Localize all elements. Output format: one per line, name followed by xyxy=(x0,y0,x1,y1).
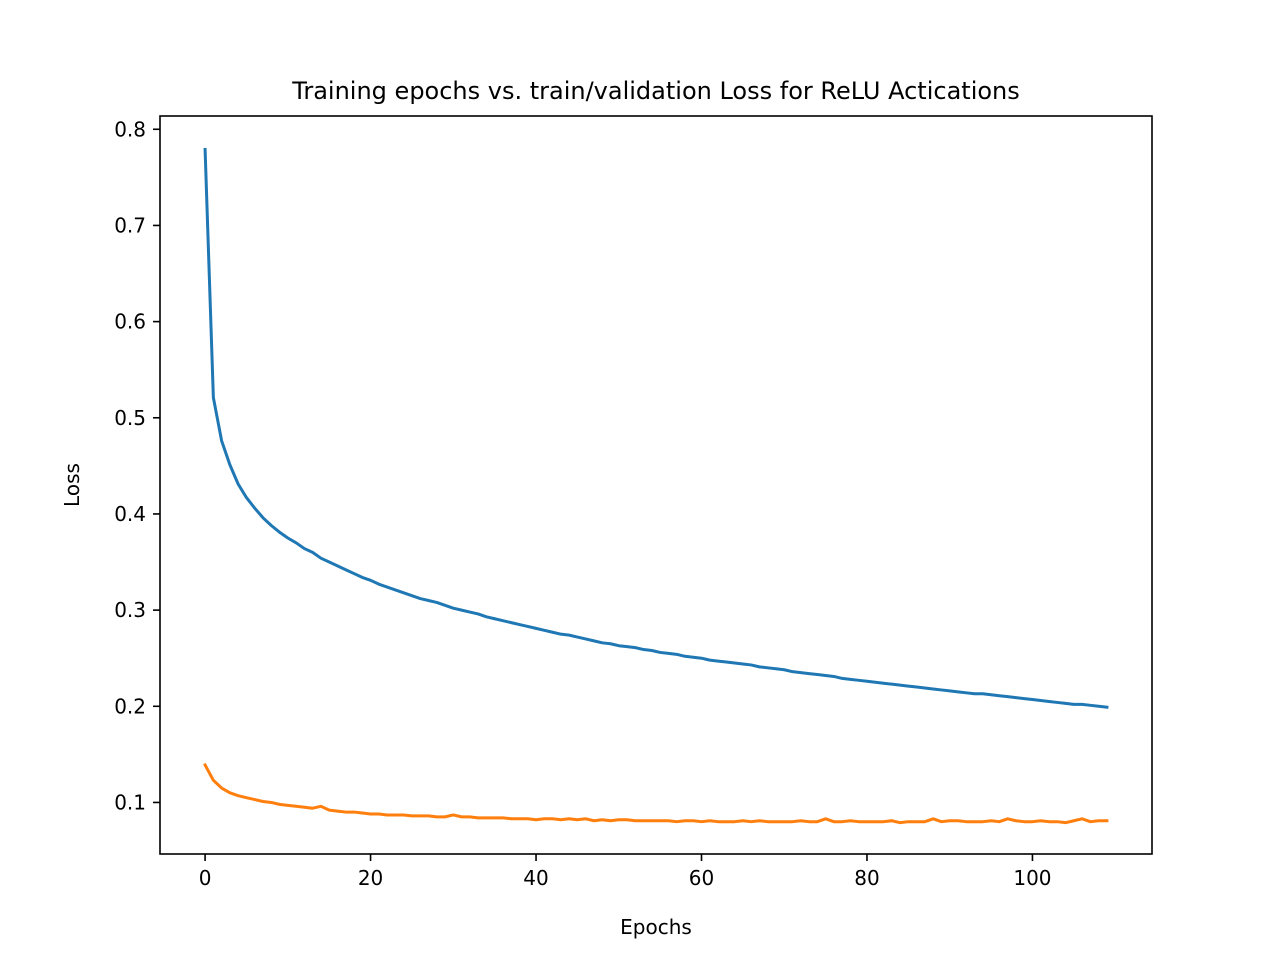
series-line-1 xyxy=(203,147,1109,709)
x-tick-label: 20 xyxy=(358,866,383,890)
x-tick-label: 40 xyxy=(523,866,548,890)
y-tick-label: 0.2 xyxy=(114,694,146,718)
chart-title: Training epochs vs. train/validation Los… xyxy=(291,77,1020,105)
x-tick-label: 80 xyxy=(854,866,879,890)
y-axis-label: Loss xyxy=(60,463,84,507)
x-tick-label: 100 xyxy=(1013,866,1051,890)
y-tick-label: 0.3 xyxy=(114,598,146,622)
y-tick-label: 0.5 xyxy=(114,406,146,430)
ticks-layer: 0 20 40 60 80 100 0.1 0.2 0.3 0.4 0.5 0.6 0.7 0.8 xyxy=(114,117,1051,890)
x-tick-label: 0 xyxy=(199,866,212,890)
plot-frame xyxy=(159,115,1153,855)
x-axis-label: Epochs xyxy=(620,915,692,939)
y-tick-label: 0.4 xyxy=(114,502,146,526)
y-tick-label: 0.7 xyxy=(114,213,146,237)
series-line-2 xyxy=(203,762,1109,825)
series-layer xyxy=(203,147,1109,825)
y-tick-label: 0.6 xyxy=(114,310,146,334)
y-tick-label: 0.1 xyxy=(114,790,146,814)
x-tick-label: 60 xyxy=(689,866,714,890)
y-tick-label: 0.8 xyxy=(114,117,146,141)
